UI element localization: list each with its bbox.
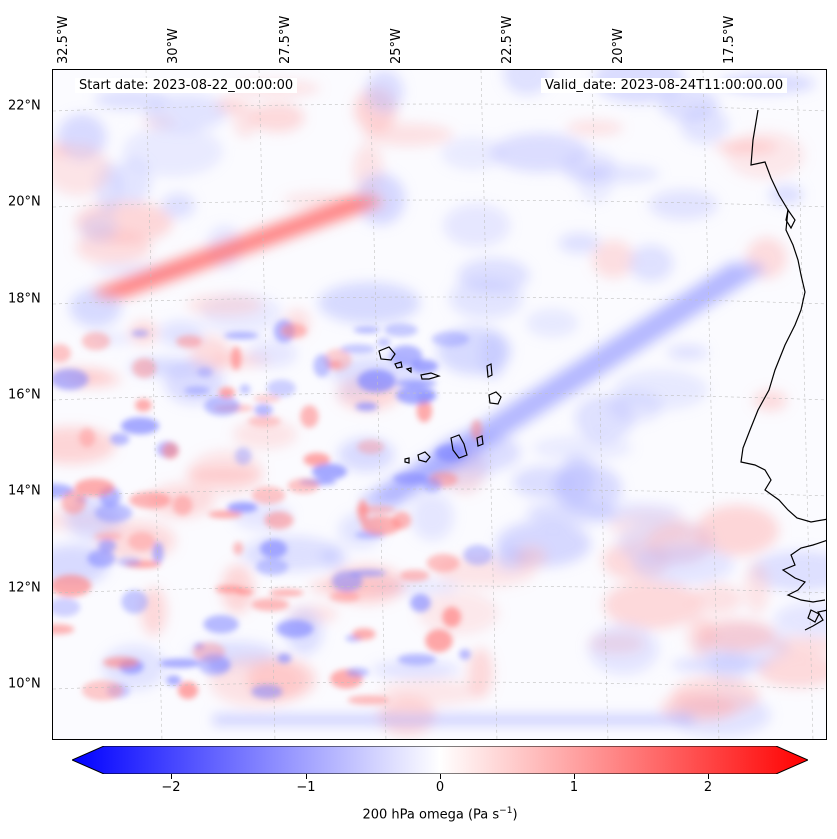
graticule (53, 70, 826, 739)
lon-label-20w: 20°W (611, 28, 626, 64)
cb-tick-2: 2 (703, 780, 713, 795)
cb-tick-neg1: −1 (296, 780, 316, 795)
colorbar-body (72, 746, 808, 774)
meridian-line (796, 70, 814, 739)
africa-coast-island-2 (807, 609, 820, 623)
colorbar-label: 200 hPa omega (Pa s−1) (0, 806, 837, 822)
valid-date-text: Valid_date: 2023-08-24T11:00:00.00 (541, 78, 788, 93)
cb-tickmark-2 (708, 774, 709, 779)
cb-tickmark-neg2 (171, 774, 172, 779)
meridian-line (702, 70, 720, 739)
parallel-line (53, 296, 826, 305)
lon-label-32-5w: 32.5°W (56, 15, 71, 64)
colorbar-label-sup: −1 (499, 806, 513, 816)
meridian-line (480, 70, 498, 739)
lon-label-25w: 25°W (389, 28, 404, 64)
colorbar-label-prefix: 200 hPa omega (Pa s (362, 807, 500, 823)
cb-tickmark-1 (574, 774, 575, 779)
island-sal (486, 363, 493, 378)
island-sao-nicolau (420, 372, 441, 380)
island-santiago (450, 434, 468, 459)
lat-label-10n: 10°N (8, 676, 41, 692)
lon-label-17-5w: 17.5°W (722, 15, 737, 64)
lon-label-27-5w: 27.5°W (278, 15, 293, 64)
map-panel (52, 69, 827, 740)
lat-label-20n: 20°N (8, 194, 41, 210)
cb-tickmark-neg1 (306, 774, 307, 779)
island-santa-luzia (405, 367, 412, 374)
coastline (378, 109, 826, 631)
start-date-text: Start date: 2023-08-22_00:00:00 (75, 78, 298, 93)
omega-anomaly-field (53, 70, 826, 737)
omega-field-map (53, 70, 826, 739)
lat-label-14n: 14°N (8, 483, 41, 499)
island-brava (404, 457, 410, 464)
meridian-line (258, 70, 276, 739)
colorbar (72, 746, 808, 774)
island-santo-antao (378, 346, 396, 361)
island-fogo (417, 451, 431, 463)
lon-label-22-5w: 22.5°W (500, 15, 515, 64)
parallel-line (53, 199, 826, 208)
lat-label-18n: 18°N (8, 291, 41, 307)
africa-coast-island-1 (785, 208, 796, 230)
parallel-line (53, 488, 826, 497)
parallel-line (53, 392, 826, 401)
cb-tick-neg2: −2 (161, 780, 181, 795)
parallel-line (53, 681, 826, 690)
meridian-line (591, 70, 609, 739)
island-boa-vista (488, 391, 502, 405)
cb-tick-1: 1 (569, 780, 579, 795)
island-sao-vicente (394, 361, 403, 369)
parallel-line (53, 585, 826, 594)
meridian-line (369, 70, 387, 739)
lat-label-16n: 16°N (8, 387, 41, 403)
lat-label-12n: 12°N (8, 580, 41, 596)
lon-label-30w: 30°W (166, 28, 181, 64)
cb-tickmark-0 (440, 774, 441, 779)
colorbar-label-suffix: ) (512, 807, 518, 823)
africa-coastline (740, 109, 826, 631)
parallel-line (53, 103, 826, 112)
meridian-line (145, 70, 163, 739)
cb-tick-0: 0 (435, 780, 445, 795)
island-maio (476, 435, 484, 447)
lat-label-22n: 22°N (8, 98, 41, 114)
